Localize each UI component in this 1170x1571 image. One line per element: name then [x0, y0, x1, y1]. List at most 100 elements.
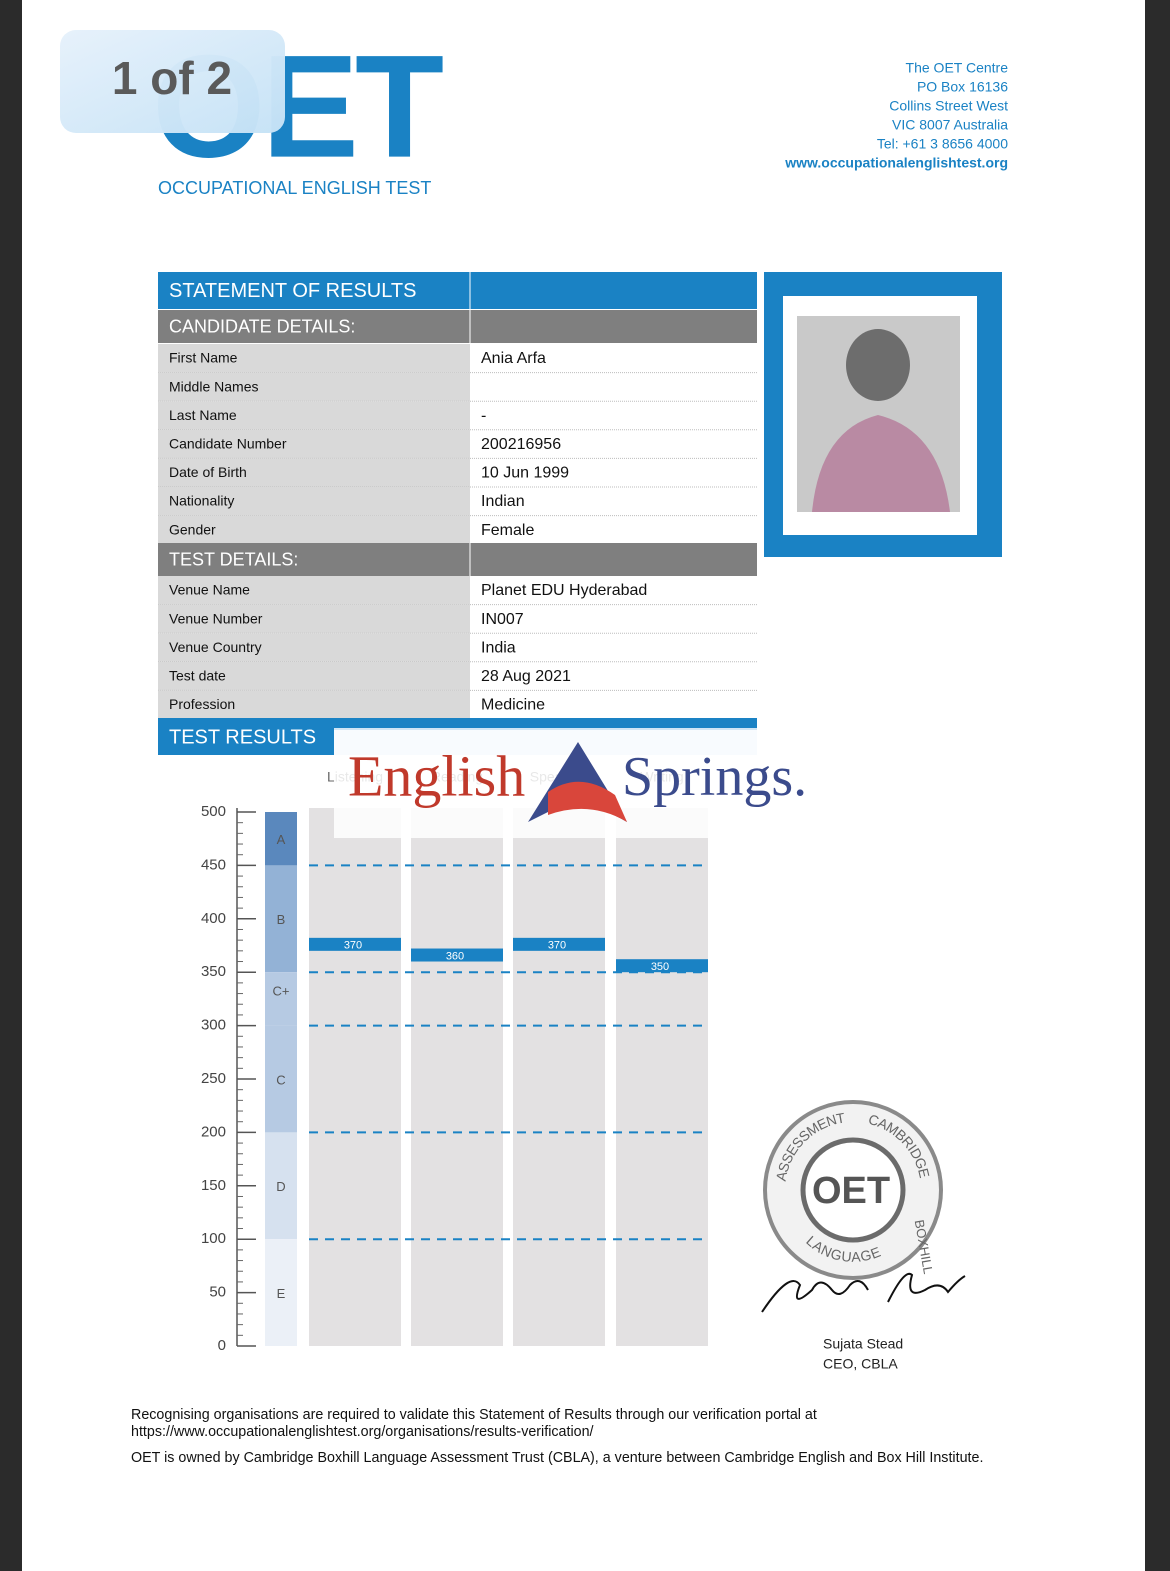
signatory-title: CEO, CBLA: [823, 1356, 898, 1372]
row-value: Planet EDU Hyderabad: [481, 582, 647, 599]
score-label: 360: [446, 950, 464, 962]
row-value: Medicine: [481, 697, 545, 714]
score-bar: [309, 937, 401, 951]
grade-band: [265, 1025, 297, 1133]
address-line: PO Box 16136: [917, 79, 1008, 95]
y-tick-label: 500: [201, 803, 226, 820]
row-value: 28 Aug 2021: [481, 668, 571, 685]
row-label: Gender: [169, 521, 216, 537]
y-tick-label: 450: [201, 856, 226, 873]
row-label-cell: [158, 576, 470, 605]
y-tick-label: 250: [201, 1070, 226, 1087]
address-line: Collins Street West: [889, 98, 1008, 114]
row-label: Venue Country: [169, 639, 262, 655]
grade-band: [265, 812, 297, 866]
table-heading-text: TEST DETAILS:: [169, 549, 298, 569]
page-indicator: 1 of 2: [112, 52, 232, 104]
grade-band: [265, 865, 297, 973]
row-value: Indian: [481, 493, 525, 510]
row-label-cell: [158, 690, 470, 719]
address-line: The OET Centre: [906, 60, 1009, 76]
footer-line: OET is owned by Cambridge Boxhill Langua…: [131, 1450, 983, 1466]
footer-line: https://www.occupationalenglishtest.org/…: [131, 1424, 594, 1440]
score-column: [513, 808, 605, 1346]
row-label: Venue Number: [169, 610, 263, 626]
watermark-word: English: [348, 743, 525, 808]
table-heading-text: STATEMENT OF RESULTS: [169, 280, 416, 302]
row-label-cell: [158, 515, 470, 545]
table-heading: [158, 543, 757, 576]
score-column: [616, 808, 708, 1346]
footer-line: Recognising organisations are required t…: [131, 1407, 817, 1423]
address-line: www.occupationalenglishtest.org: [784, 155, 1008, 171]
y-tick-label: 50: [209, 1284, 226, 1301]
y-tick-label: 400: [201, 910, 226, 927]
grade-label: C+: [273, 984, 290, 999]
row-value: Female: [481, 522, 534, 539]
row-label: First Name: [169, 350, 238, 366]
score-column: [309, 808, 401, 1346]
row-value: -: [481, 407, 486, 424]
row-label-cell: [158, 372, 470, 402]
row-label-cell: [158, 661, 470, 691]
page-indicator-badge: [60, 30, 285, 133]
score-bar: [616, 959, 708, 973]
row-label: Profession: [169, 696, 235, 712]
row-label: Last Name: [169, 407, 237, 423]
score-bar: [411, 948, 503, 962]
row-label-cell: [158, 458, 470, 487]
address-line: Tel: +61 3 8656 4000: [877, 136, 1008, 152]
row-value: Ania Arfa: [481, 350, 546, 367]
row-value: India: [481, 639, 516, 656]
watermark-word: Springs.: [622, 746, 807, 808]
row-label-cell: [158, 344, 470, 373]
grade-label: A: [277, 832, 286, 847]
row-label-cell: [158, 604, 470, 634]
row-label: Test date: [169, 668, 226, 684]
score-label: 350: [651, 961, 669, 973]
seal-core: [800, 1137, 906, 1243]
score-column: [411, 808, 503, 1346]
table-heading: [158, 272, 757, 309]
logo-subtitle: OCCUPATIONAL ENGLISH TEST: [158, 178, 431, 198]
row-value: 10 Jun 1999: [481, 465, 569, 482]
row-label: Nationality: [169, 493, 234, 509]
table-heading-text: CANDIDATE DETAILS:: [169, 316, 355, 336]
y-tick-label: 0: [218, 1337, 226, 1354]
signatory-name: Sujata Stead: [823, 1336, 903, 1352]
generated: The OET Centre PO Box 16136 Collins Street…: [131, 60, 1008, 1466]
score-bar: [513, 937, 605, 951]
y-tick-label: 350: [201, 963, 226, 980]
row-label-cell: [158, 633, 470, 662]
y-tick-label: 200: [201, 1123, 226, 1140]
grade-label: C: [276, 1072, 285, 1087]
y-tick-label: 100: [201, 1230, 226, 1247]
photo-face: [846, 329, 910, 401]
grade-label: D: [276, 1179, 285, 1194]
row-value: 200216956: [481, 436, 561, 453]
grade-label: B: [277, 912, 286, 927]
row-label: Date of Birth: [169, 464, 247, 480]
grade-band: [265, 1239, 297, 1346]
table-heading: [158, 310, 757, 343]
photo-body: [812, 415, 950, 512]
results-rule: [334, 718, 757, 728]
row-label: Venue Name: [169, 582, 250, 598]
row-label: Candidate Number: [169, 436, 287, 452]
results-heading-text: TEST RESULTS: [169, 726, 316, 748]
score-label: 370: [548, 940, 566, 952]
y-tick-label: 300: [201, 1017, 226, 1034]
signature: [761, 1272, 966, 1313]
seal-center: OET: [812, 1170, 890, 1212]
viewer-border: [0, 0, 22, 1571]
grade-band: [265, 972, 297, 1026]
row-value: IN007: [481, 611, 524, 628]
row-label-cell: [158, 401, 470, 430]
grade-label: E: [277, 1286, 286, 1301]
grade-band: [265, 1132, 297, 1240]
row-label-cell: [158, 429, 470, 459]
address-line: VIC 8007 Australia: [892, 117, 1008, 133]
row-label-cell: [158, 487, 470, 516]
